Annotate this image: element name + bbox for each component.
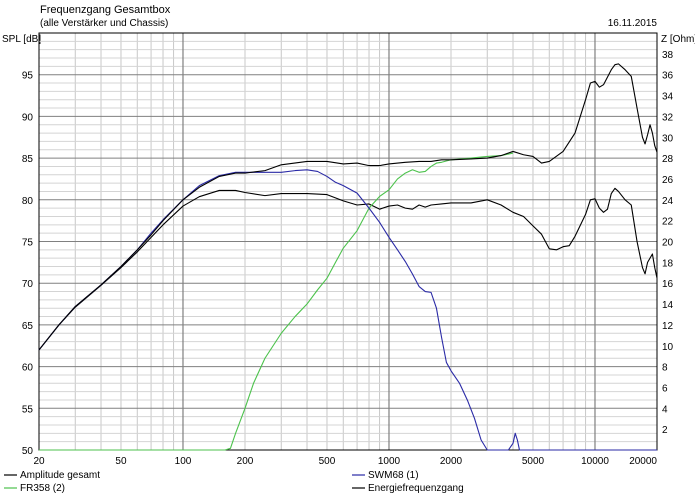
y2-tick-label: 2 — [662, 425, 668, 436]
x-tick-labels: 20 50 100 200 500 1000 2000 5000 10000 20000 — [33, 456, 657, 467]
y2-tick-label: 6 — [662, 383, 668, 394]
legend-label-swm68: SWM68 (1) — [368, 470, 419, 481]
x-tick-label: 50 — [115, 456, 127, 467]
y2-tick-label: 32 — [662, 112, 674, 123]
y-tick-label: 65 — [22, 321, 34, 332]
y2-tick-label: 12 — [662, 321, 674, 332]
plot-frame — [38, 32, 658, 451]
x-tick-label: 5000 — [522, 456, 545, 467]
legend-label-energy: Energiefrequenzgang — [368, 483, 464, 494]
series-layer — [38, 63, 658, 451]
x-tick-label: 500 — [319, 456, 336, 467]
series-amplitude-gesamt — [38, 63, 658, 351]
y2-tick-label: 14 — [662, 300, 674, 311]
x-tick-label: 20000 — [629, 456, 657, 467]
y2-tick-label: 38 — [662, 50, 674, 61]
chart-title: Frequenzgang Gesamtbox — [40, 4, 171, 16]
y2-axis-label: Z [Ohm] — [661, 34, 695, 45]
legend-label-fr358: FR358 (2) — [20, 483, 65, 494]
y-tick-labels: 50 55 60 65 70 75 80 85 90 95 — [22, 71, 34, 457]
y2-tick-label: 8 — [662, 363, 668, 374]
x-tick-label: 20 — [33, 456, 45, 467]
y-tick-label: 70 — [22, 279, 34, 290]
y-tick-label: 50 — [22, 446, 34, 457]
x-tick-label: 1000 — [378, 456, 401, 467]
y2-tick-label: 26 — [662, 175, 674, 186]
y2-tick-label: 34 — [662, 92, 674, 103]
legend: Amplitude gesamt SWM68 (1) FR358 (2) Ene… — [4, 470, 464, 494]
y2-tick-label: 24 — [662, 196, 674, 207]
x-tick-label: 2000 — [440, 456, 463, 467]
chart-subtitle: (alle Verstärker und Chassis) — [40, 18, 168, 29]
x-tick-label: 10000 — [581, 456, 609, 467]
y-axis-label: SPL [dB] — [2, 34, 41, 45]
x-tick-label: 100 — [175, 456, 192, 467]
chart-date: 16.11.2015 — [608, 18, 658, 29]
y-tick-label: 90 — [22, 112, 34, 123]
y2-tick-label: 30 — [662, 133, 674, 144]
y2-tick-label: 16 — [662, 279, 674, 290]
y2-tick-label: 36 — [662, 71, 674, 82]
y2-tick-label: 28 — [662, 154, 674, 165]
y-tick-label: 80 — [22, 196, 34, 207]
y2-tick-label: 4 — [662, 404, 668, 415]
y-tick-label: 85 — [22, 154, 34, 165]
y-tick-label: 60 — [22, 363, 34, 374]
y2-tick-label: 22 — [662, 217, 674, 228]
legend-label-amplitude: Amplitude gesamt — [20, 470, 100, 481]
y-tick-label: 75 — [22, 238, 34, 249]
y-tick-label: 55 — [22, 404, 34, 415]
y2-tick-label: 10 — [662, 342, 674, 353]
series-energiefrequenzgang — [38, 187, 658, 351]
y2-tick-label: 20 — [662, 238, 674, 249]
x-tick-label: 200 — [237, 456, 254, 467]
y2-tick-label: 18 — [662, 258, 674, 269]
y-tick-label: 95 — [22, 71, 34, 82]
